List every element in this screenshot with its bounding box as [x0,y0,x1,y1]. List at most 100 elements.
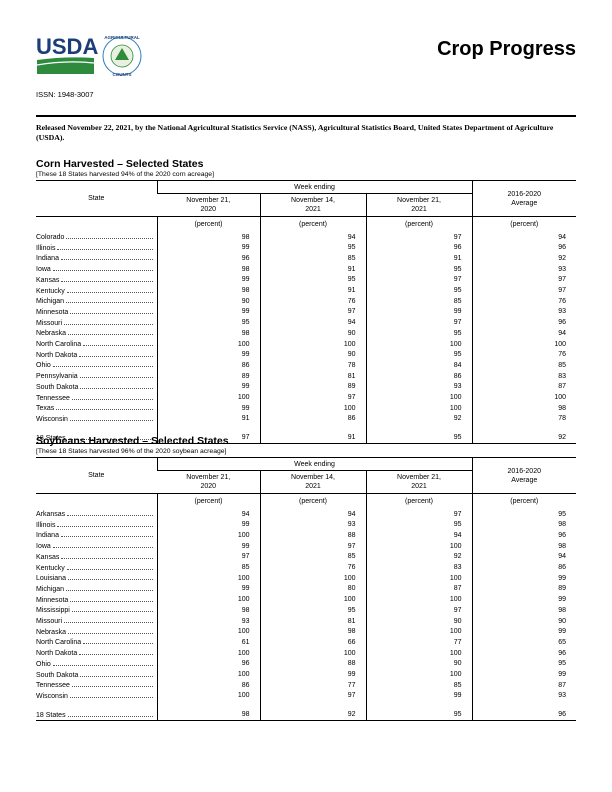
week-header: Week ending [156,180,473,194]
state-cell: Kentucky [36,563,157,574]
value-cell: 100 [259,339,366,350]
data-row: Illinois 99 95 96 96 [36,242,577,254]
state-cell: 18 States [36,432,157,445]
state-name: North Carolina [36,341,82,349]
data-row: Kansas 97 85 92 94 [36,551,577,563]
state-leader: Iowa [36,264,153,275]
value-cell: 99 [471,626,577,638]
spacer-cell [471,701,577,710]
value-cell: 99 [156,274,260,286]
state-leader: Minnesota [36,307,153,318]
state-name: Indiana [36,255,59,263]
state-cell: North Carolina [36,637,157,648]
unit-label: (percent) [259,493,366,509]
data-row: Indiana 100 88 94 96 [36,530,577,542]
logo-swoosh [37,57,94,74]
value-cell: 90 [259,328,366,340]
state-leader: Michigan [36,296,153,307]
state-leader: North Dakota [36,350,153,361]
value-cell: 98 [471,605,577,617]
data-row: Indiana 96 85 91 92 [36,253,577,265]
state-leader: Pennsylvania [36,371,153,382]
data-row: North Carolina 100 100 100 100 [36,339,577,350]
state-cell: Kansas [36,275,157,286]
value-cell: 76 [471,296,577,307]
state-leader: Kansas [36,275,153,286]
value-cell: 76 [471,349,577,361]
dot-leader [66,296,153,304]
dot-leader [83,637,153,645]
header-rule [36,115,576,117]
value-cell: 94 [365,530,473,542]
state-name: Minnesota [36,596,69,604]
value-cell: 86 [156,680,260,691]
state-name: Arkansas [36,511,66,518]
state-cell: Iowa [36,264,157,275]
value-cell: 100 [365,626,473,638]
value-cell: 94 [471,232,577,243]
value-cell: 93 [471,690,577,702]
state-cell: Texas [36,403,157,414]
dot-leader [66,584,153,591]
value-cell: 100 [259,594,366,606]
value-cell: 91 [365,253,473,265]
state-cell: Kansas [36,552,157,563]
unit-label: (percent) [365,216,473,232]
data-row: North Carolina 61 66 77 65 [36,637,577,649]
data-table: State Week ending 2016-2020 Average Novembe… [36,457,577,722]
header-row: State Week ending 2016-2020 Average [36,457,577,494]
value-cell: 91 [259,285,366,297]
value-cell: 97 [365,274,473,286]
week-header: Week ending [156,457,473,471]
data-row: Michigan 90 76 85 76 [36,296,577,307]
release-statement: Released November 22, 2021, by the Natio… [36,123,554,142]
value-cell: 99 [471,669,577,681]
state-leader: Missouri [36,318,153,329]
data-row: Minnesota 100 100 100 99 [36,594,577,606]
state-name: Michigan [36,298,65,306]
state-cell: Nebraska [36,328,157,339]
state-cell: South Dakota [36,670,157,681]
value-cell: 97 [365,317,473,329]
value-cell: 83 [471,371,577,382]
state-leader: Nebraska [36,627,153,638]
value-cell: 97 [365,232,473,243]
value-cell: 85 [365,296,473,307]
value-cell: 95 [365,349,473,361]
state-name: Kentucky [36,564,65,572]
value-cell: 99 [365,306,473,318]
state-leader: Texas [36,403,153,414]
state-name: Ohio [36,362,51,370]
value-cell: 85 [259,551,366,563]
value-cell: 93 [156,616,260,627]
state-leader: South Dakota [36,670,153,681]
value-cell: 99 [471,594,577,606]
unit-label: (percent) [156,216,260,232]
spacer-cell [156,424,260,433]
value-cell: 95 [471,509,577,520]
value-cell: 97 [471,285,577,297]
value-cell: 91 [156,413,260,425]
state-header: State [36,457,157,494]
value-cell: 97 [259,392,366,404]
dot-leader [67,433,153,440]
spacer-cell [259,424,366,433]
dot-leader [80,670,153,677]
seal-ring [102,36,142,76]
unit-label: (percent) [259,216,366,232]
value-cell: 92 [365,551,473,563]
value-cell: 96 [471,530,577,542]
state-name: Illinois [36,521,56,529]
date-header: November 21, 2021 [365,470,473,494]
value-cell: 99 [156,541,260,552]
state-leader: Tennessee [36,680,153,691]
state-name: Missouri [36,618,63,626]
dot-leader [57,520,153,527]
state-name: Missouri [36,319,63,327]
state-leader: Arkansas [36,509,153,520]
data-row: South Dakota 99 89 93 87 [36,381,577,393]
value-cell: 97 [156,432,260,445]
state-name: Iowa [36,543,51,551]
value-cell: 95 [365,709,473,722]
state-name: Texas [36,405,55,413]
